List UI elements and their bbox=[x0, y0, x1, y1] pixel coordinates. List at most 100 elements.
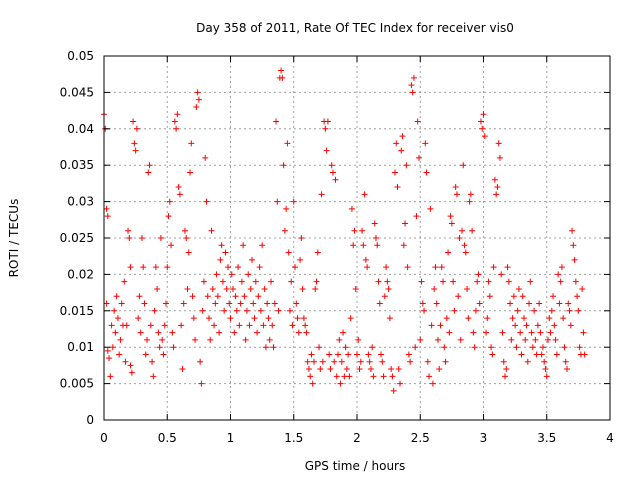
data-point bbox=[333, 373, 340, 380]
data-point bbox=[445, 249, 452, 256]
data-point bbox=[488, 344, 495, 351]
data-point bbox=[351, 227, 358, 234]
data-point bbox=[569, 227, 576, 234]
data-point bbox=[371, 220, 378, 227]
data-point bbox=[397, 380, 404, 387]
data-point bbox=[125, 227, 132, 234]
data-point bbox=[245, 271, 252, 278]
data-point bbox=[340, 329, 347, 336]
data-point bbox=[275, 307, 282, 314]
data-point bbox=[150, 373, 157, 380]
data-point bbox=[574, 293, 581, 300]
data-point bbox=[367, 366, 374, 373]
data-point bbox=[470, 329, 477, 336]
x-tick-label: 1 bbox=[227, 431, 235, 445]
data-point bbox=[307, 373, 314, 380]
data-point bbox=[404, 264, 411, 271]
data-point bbox=[474, 278, 481, 285]
data-point bbox=[451, 307, 458, 314]
data-point bbox=[503, 366, 510, 373]
data-point bbox=[335, 351, 342, 358]
data-point bbox=[378, 351, 385, 358]
data-point bbox=[546, 315, 553, 322]
data-point bbox=[428, 322, 435, 329]
x-tick-label: 0.5 bbox=[158, 431, 177, 445]
data-point bbox=[555, 271, 562, 278]
data-point bbox=[437, 322, 444, 329]
data-point bbox=[570, 242, 577, 249]
data-point bbox=[436, 366, 443, 373]
data-point bbox=[381, 293, 388, 300]
data-point bbox=[174, 111, 181, 118]
data-point bbox=[122, 358, 129, 365]
data-point bbox=[452, 184, 459, 191]
data-point bbox=[250, 300, 257, 307]
data-point bbox=[305, 366, 312, 373]
data-point bbox=[565, 300, 572, 307]
data-point bbox=[283, 205, 290, 212]
x-tick-label: 3.5 bbox=[537, 431, 556, 445]
data-point bbox=[408, 82, 415, 89]
data-point bbox=[106, 355, 113, 362]
data-point bbox=[558, 264, 565, 271]
data-point bbox=[494, 184, 501, 191]
data-point bbox=[204, 293, 211, 300]
data-point bbox=[538, 351, 545, 358]
data-point bbox=[355, 336, 362, 343]
data-point bbox=[456, 235, 463, 241]
data-point bbox=[485, 278, 492, 285]
data-point bbox=[457, 336, 464, 343]
data-point bbox=[317, 366, 324, 373]
data-point bbox=[580, 329, 587, 336]
x-tick-label: 0 bbox=[100, 431, 108, 445]
data-point bbox=[205, 315, 212, 322]
data-point bbox=[438, 264, 445, 271]
data-point bbox=[295, 329, 302, 336]
data-point bbox=[252, 278, 259, 285]
data-point bbox=[533, 351, 540, 358]
data-point bbox=[531, 307, 538, 314]
data-point bbox=[181, 227, 188, 234]
data-point bbox=[414, 118, 421, 125]
data-point bbox=[270, 344, 277, 351]
data-point bbox=[502, 373, 509, 380]
data-point bbox=[127, 264, 134, 271]
data-point bbox=[256, 264, 263, 271]
data-point bbox=[417, 336, 424, 343]
data-point bbox=[292, 264, 299, 271]
data-point bbox=[543, 373, 550, 380]
data-point bbox=[350, 242, 357, 249]
data-point bbox=[266, 336, 273, 343]
data-point bbox=[108, 322, 115, 329]
data-point bbox=[271, 300, 278, 307]
data-point bbox=[197, 358, 204, 365]
data-point bbox=[132, 147, 139, 154]
data-point bbox=[278, 67, 285, 74]
data-point bbox=[180, 300, 187, 307]
data-point bbox=[137, 329, 144, 336]
data-point bbox=[157, 235, 164, 241]
data-point bbox=[465, 315, 472, 322]
data-point bbox=[178, 322, 185, 329]
data-point bbox=[441, 344, 448, 351]
data-point bbox=[299, 285, 306, 292]
data-point bbox=[481, 133, 488, 140]
data-point bbox=[476, 300, 483, 307]
data-point bbox=[364, 264, 371, 271]
data-point bbox=[552, 336, 559, 343]
data-point bbox=[319, 358, 326, 365]
data-point bbox=[563, 366, 570, 373]
data-point bbox=[469, 227, 476, 234]
data-point bbox=[524, 358, 531, 365]
data-point bbox=[461, 242, 468, 249]
data-point bbox=[388, 366, 395, 373]
data-point bbox=[219, 278, 226, 285]
data-point bbox=[176, 191, 183, 198]
data-point bbox=[567, 322, 574, 329]
x-tick-label: 2 bbox=[353, 431, 361, 445]
data-point bbox=[337, 380, 344, 387]
data-point bbox=[423, 169, 430, 176]
data-point bbox=[413, 213, 420, 220]
data-point bbox=[375, 278, 382, 285]
data-point bbox=[302, 322, 309, 329]
